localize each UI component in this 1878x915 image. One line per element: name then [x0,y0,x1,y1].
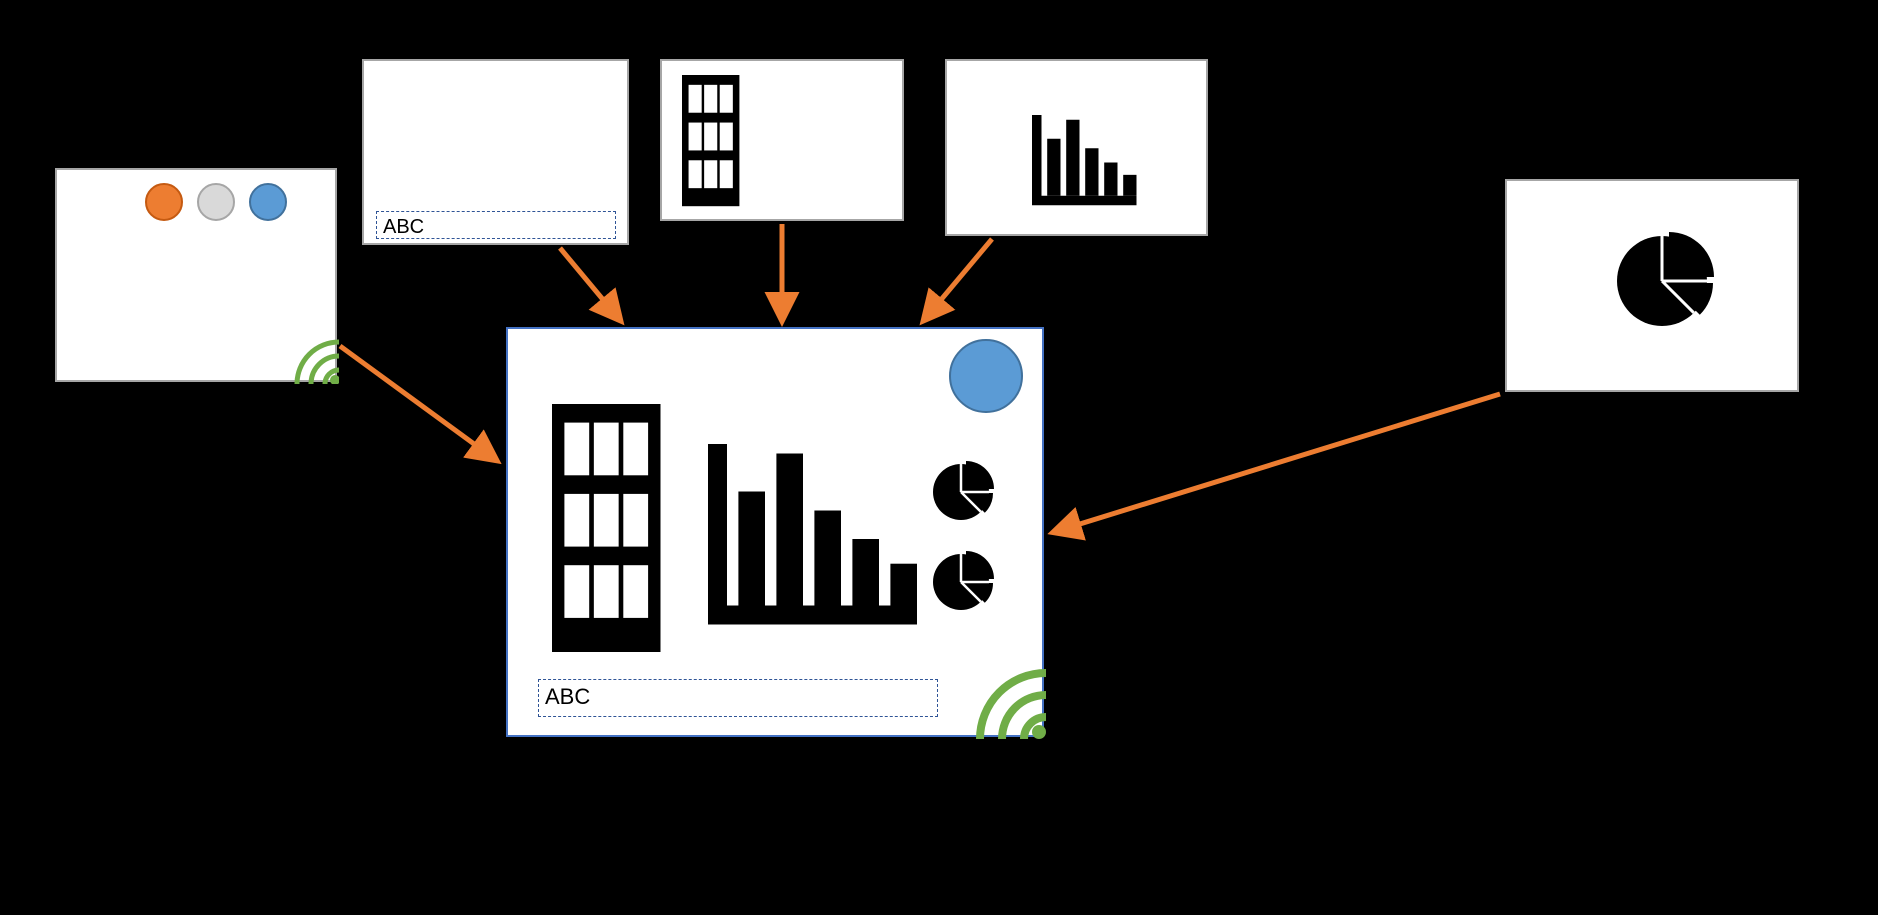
panel-building-source [660,59,904,221]
building-icon [552,404,661,652]
panel-text-source: ABC [362,59,629,245]
arrow-bar-to-target [924,239,992,320]
abc-label-large: ABC [545,684,590,709]
panel-theme-source [55,168,337,382]
wifi-arcs-icon [980,673,1046,739]
arrow-pie-to-target [1054,394,1500,532]
abc-placeholder-small: ABC [376,211,616,239]
abc-label-small: ABC [383,216,424,238]
diagram-stage: ABC [0,0,1878,915]
theme-swatch-blue [250,184,286,220]
panel-bar-source [945,59,1208,236]
theme-swatch-orange [146,184,182,220]
bar-chart-icon [708,444,917,625]
panel-pie-source [1505,179,1799,392]
theme-applied-circle [950,340,1022,412]
wifi-arcs-icon [297,342,339,384]
arrow-theme-to-target [340,346,496,460]
theme-swatch-gray [198,184,234,220]
arrow-text-to-target [560,248,620,320]
pie-chart-icon [933,461,994,520]
abc-placeholder-large: ABC [538,679,938,717]
building-icon [682,75,739,206]
pie-chart-icon [1617,232,1714,326]
panel-target-composite: ABC [506,327,1044,737]
bar-chart-icon [1032,115,1137,205]
pie-chart-icon [933,551,994,610]
